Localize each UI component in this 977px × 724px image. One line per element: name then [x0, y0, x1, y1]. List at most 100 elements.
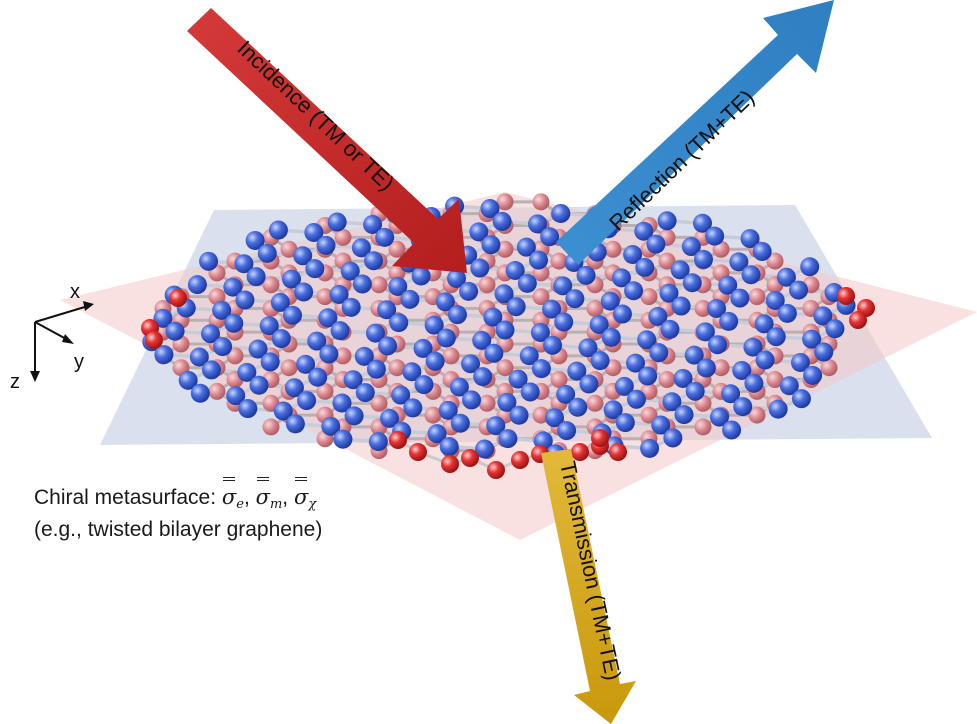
atom — [820, 359, 838, 377]
atom — [506, 297, 526, 317]
atom — [708, 335, 728, 355]
atom — [318, 308, 338, 328]
atom — [766, 252, 784, 270]
atom — [400, 289, 420, 309]
atom — [375, 227, 395, 247]
atom — [237, 362, 257, 382]
atom — [634, 221, 654, 241]
atom — [461, 449, 479, 467]
atom — [388, 359, 406, 377]
atom — [165, 321, 185, 341]
atom — [268, 220, 288, 240]
atom — [178, 370, 198, 390]
atom — [334, 347, 352, 365]
sigma-m-symbol: σm — [255, 477, 283, 512]
atom — [532, 193, 550, 211]
atom — [450, 413, 470, 433]
atom — [424, 406, 442, 424]
atom — [447, 305, 467, 325]
x-axis-label: x — [70, 281, 80, 303]
atom — [190, 383, 210, 403]
atom — [187, 275, 207, 295]
atom — [624, 281, 644, 301]
atom — [257, 243, 277, 263]
atom — [744, 373, 764, 393]
atom — [695, 322, 715, 342]
atom — [245, 230, 265, 250]
atom — [800, 257, 820, 277]
atom — [748, 288, 766, 306]
atom — [470, 258, 490, 278]
atom — [519, 346, 539, 366]
atom — [273, 401, 293, 421]
atom — [494, 284, 514, 304]
y-axis-label: y — [74, 351, 84, 373]
atom — [481, 235, 501, 255]
atom — [662, 392, 682, 412]
atom — [590, 351, 610, 371]
atom — [696, 358, 716, 378]
atom — [802, 329, 822, 349]
edge-atoms — [141, 287, 875, 479]
atom — [640, 288, 658, 306]
atom — [528, 250, 548, 270]
atom — [550, 252, 568, 270]
atom — [684, 345, 704, 365]
atom — [439, 437, 459, 457]
atom — [601, 327, 621, 347]
atom — [366, 359, 386, 379]
atom — [224, 313, 244, 333]
atom — [249, 375, 269, 395]
atom — [340, 261, 360, 281]
atom — [389, 313, 409, 333]
atom — [528, 214, 548, 234]
atom — [768, 399, 788, 419]
atom — [459, 281, 479, 301]
atom — [544, 408, 564, 428]
atom — [790, 352, 810, 372]
atom — [234, 254, 254, 274]
atom — [282, 305, 302, 325]
atom — [766, 327, 786, 347]
atom — [487, 461, 505, 479]
atom — [615, 413, 635, 433]
atom — [446, 268, 466, 288]
atom — [578, 338, 598, 358]
atom — [576, 265, 596, 285]
atom — [413, 338, 433, 358]
atom — [388, 240, 406, 258]
atom — [609, 443, 627, 461]
atom — [729, 252, 749, 272]
atom — [280, 359, 298, 377]
atom — [333, 429, 353, 449]
atom — [803, 365, 823, 385]
atom — [260, 352, 280, 372]
atom — [351, 238, 371, 258]
atom — [480, 199, 500, 219]
atom — [740, 229, 760, 249]
atom — [388, 276, 408, 296]
atom — [589, 314, 609, 334]
atom — [516, 237, 536, 257]
atom — [550, 371, 568, 389]
atom — [472, 330, 492, 350]
atom — [154, 345, 174, 365]
atom — [478, 276, 496, 294]
atom — [365, 323, 385, 343]
atom — [497, 392, 517, 412]
atom — [370, 394, 388, 412]
atom — [646, 234, 666, 254]
atom — [611, 268, 631, 288]
atom — [779, 376, 799, 396]
atom — [297, 391, 317, 411]
atom — [294, 282, 314, 302]
caption-line-1: Chiral metasurface: σe, σm, σχ — [34, 477, 317, 512]
atom — [567, 361, 587, 381]
atom — [671, 296, 691, 316]
atom — [343, 370, 363, 390]
atom — [364, 251, 384, 271]
atom — [849, 311, 867, 329]
atom — [223, 277, 243, 297]
atom — [438, 400, 458, 420]
